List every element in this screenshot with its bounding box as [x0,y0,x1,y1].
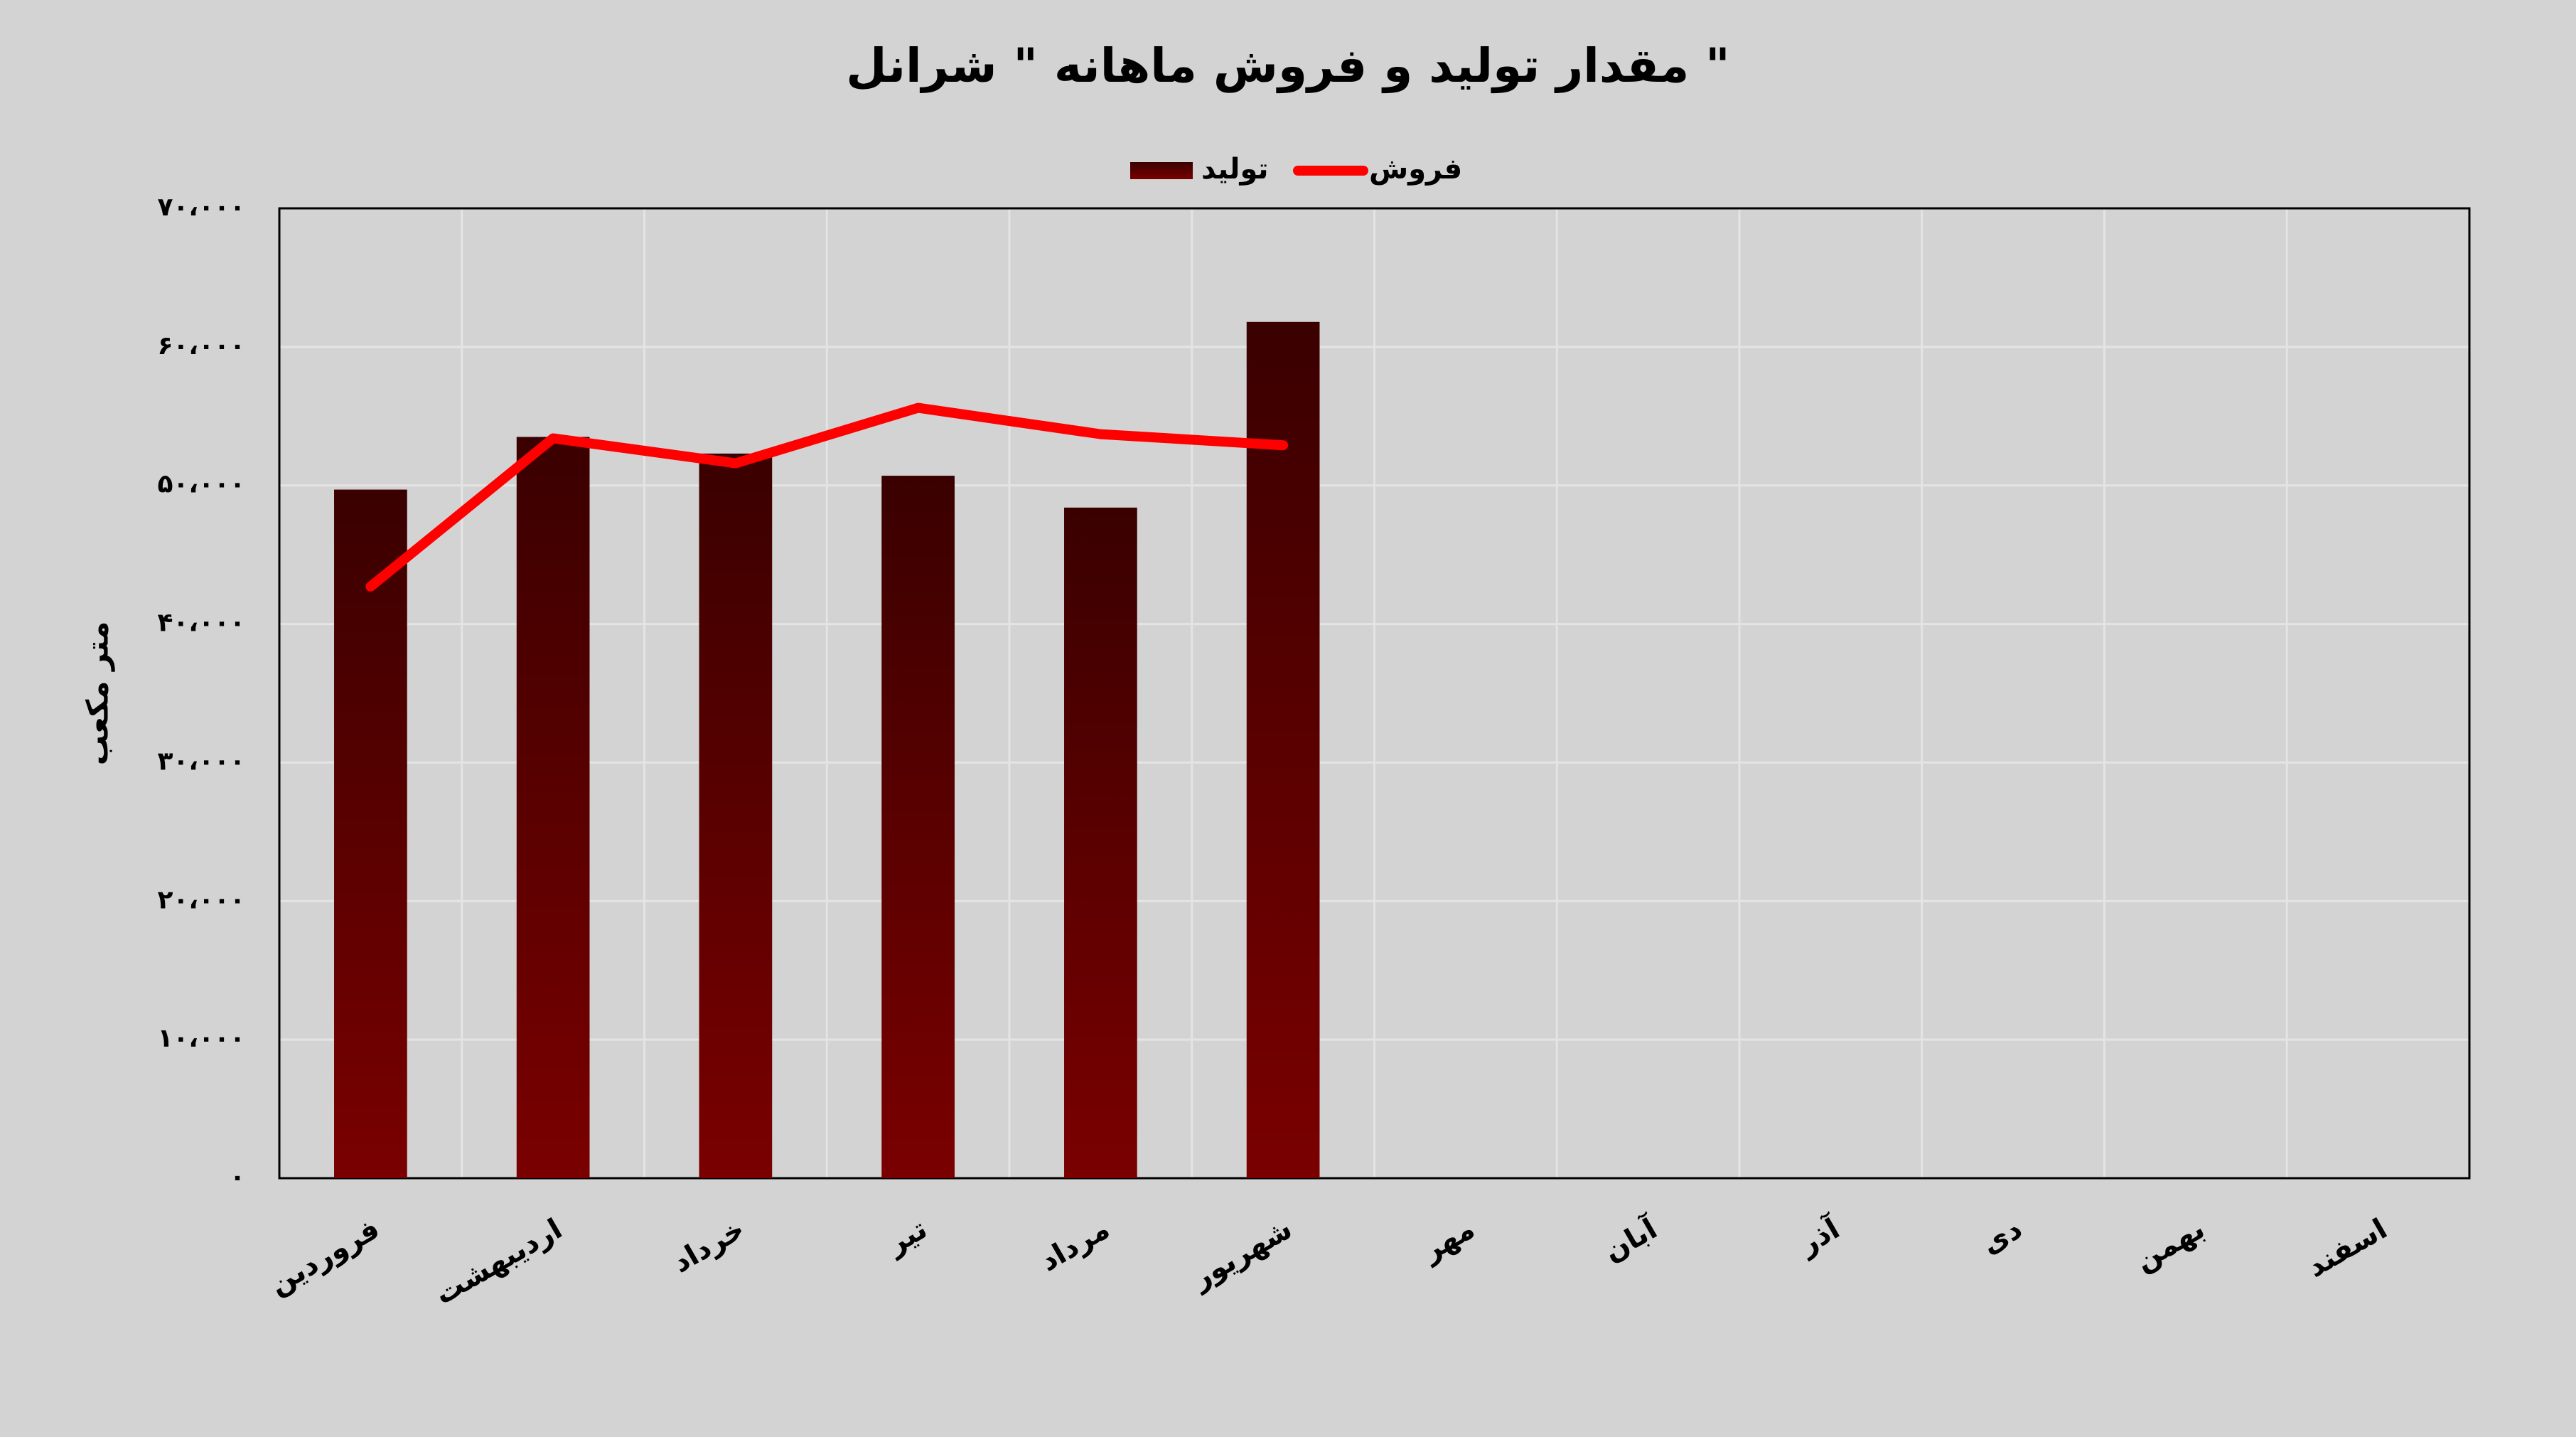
bar [516,437,590,1178]
legend-label: تولید [1201,153,1269,186]
legend-swatch [1130,162,1193,179]
y-tick-label: ۳۰،۰۰۰ [157,747,245,776]
y-tick-label: ۲۰،۰۰۰ [157,885,245,914]
y-tick-label: ۱۰،۰۰۰ [157,1024,245,1053]
bar [1064,507,1137,1178]
chart-title: مقدار تولید و فروش ماهانه " شرانل " [846,38,1729,94]
y-tick-label: ۰ [230,1163,245,1192]
y-axis-label: متر مکعب [80,621,116,766]
bar [334,489,407,1178]
y-tick-label: ۶۰،۰۰۰ [157,331,245,360]
bar [1246,321,1320,1179]
legend-label: فروش [1369,153,1462,186]
plot-border [278,207,2471,1180]
bar [699,453,773,1178]
y-tick-label: ۵۰،۰۰۰ [157,470,245,499]
bar [881,476,955,1178]
line [365,402,1289,592]
y-tick-label: ۷۰،۰۰۰ [157,193,245,222]
y-tick-label: ۴۰،۰۰۰ [157,609,245,638]
